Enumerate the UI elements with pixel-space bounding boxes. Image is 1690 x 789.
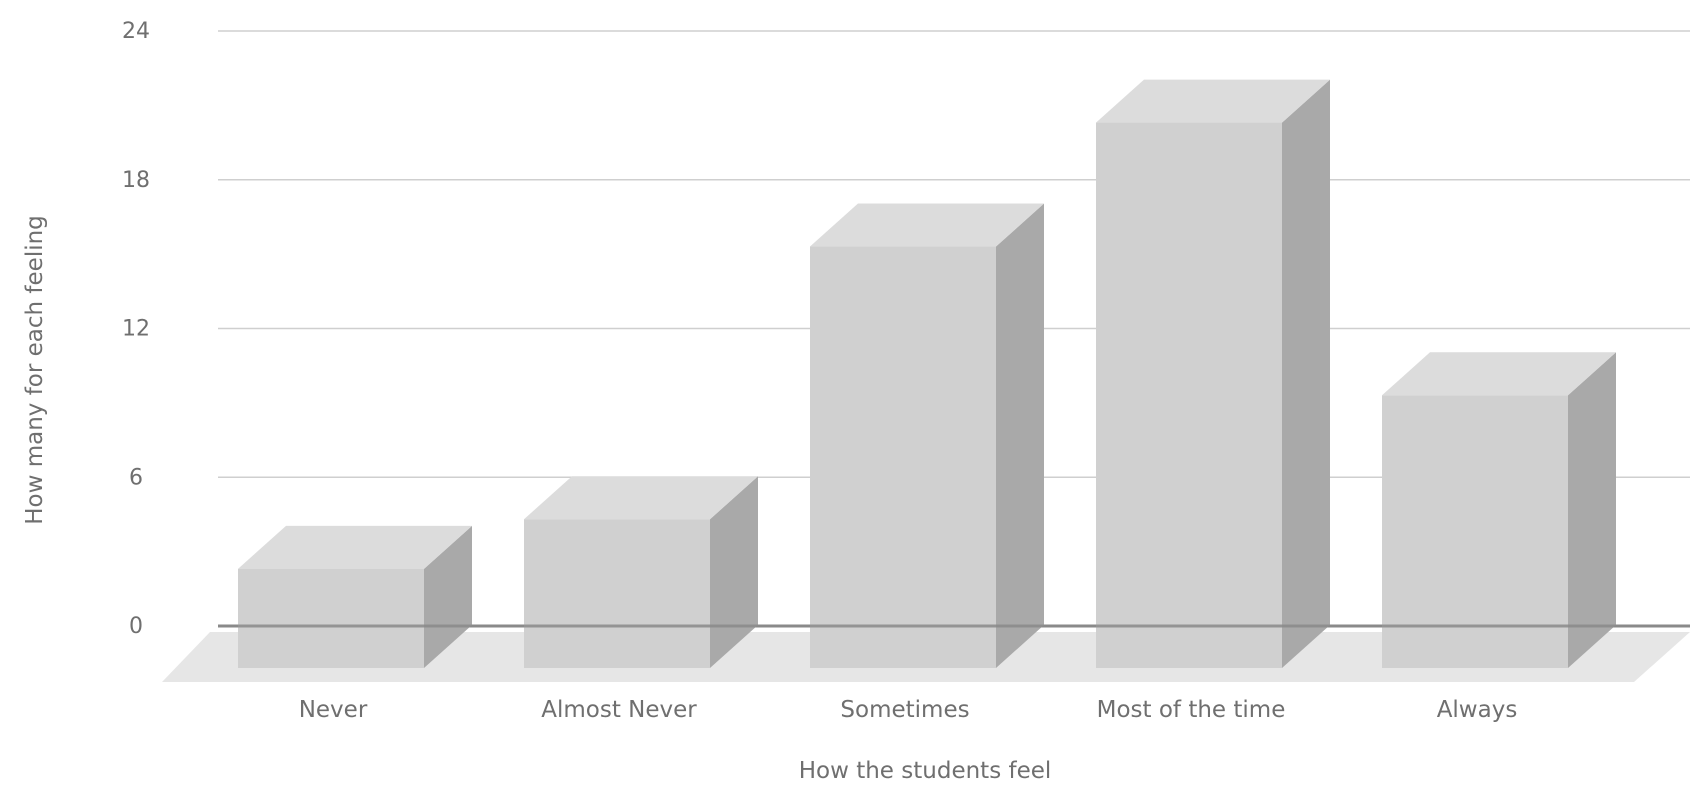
bar-top	[810, 203, 1044, 247]
bar	[1096, 79, 1330, 669]
bar	[810, 203, 1044, 668]
bar-top	[1096, 79, 1330, 123]
y-axis-title: How many for each feeling	[22, 215, 48, 525]
bar-front	[524, 519, 710, 668]
bar	[524, 476, 758, 668]
bars	[218, 79, 1690, 669]
bar-top	[238, 525, 472, 569]
x-category-label: Never	[299, 697, 368, 723]
bar-top	[524, 476, 758, 520]
bar-side	[710, 476, 758, 668]
x-category-label: Sometimes	[840, 697, 969, 723]
bar	[1382, 352, 1616, 668]
x-category-label: Almost Never	[541, 697, 697, 723]
y-tick-label: 6	[129, 465, 143, 490]
x-axis-categories: Never Almost Never Sometimes Most of the ti…	[299, 697, 1518, 723]
bar-side	[996, 203, 1044, 668]
bar-side	[1568, 352, 1616, 668]
x-category-label: Always	[1437, 697, 1518, 723]
bar-front	[810, 246, 996, 668]
x-axis-title: How the students feel	[799, 758, 1052, 784]
bar-side	[424, 525, 472, 668]
bar-front	[1096, 122, 1282, 669]
y-tick-label: 12	[122, 317, 150, 342]
y-tick-label: 0	[129, 614, 143, 639]
bar-side	[1282, 79, 1330, 669]
bar	[238, 525, 472, 668]
bar-front	[238, 568, 424, 668]
x-category-label: Most of the time	[1097, 697, 1286, 723]
bar-front	[1382, 395, 1568, 668]
bar-top	[1382, 352, 1616, 396]
y-tick-label: 24	[122, 19, 150, 44]
y-axis-ticks: 0 6 12 18 24	[122, 19, 150, 639]
y-tick-label: 18	[122, 168, 150, 193]
